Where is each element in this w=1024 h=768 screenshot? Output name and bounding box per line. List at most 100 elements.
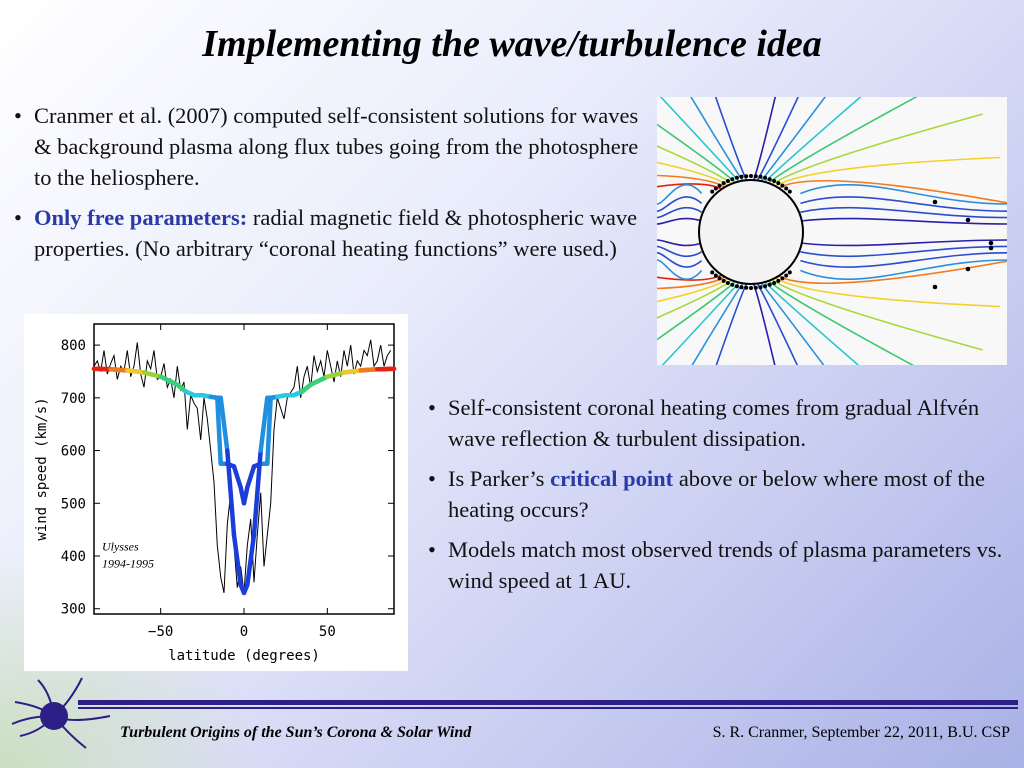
field-line xyxy=(657,185,702,204)
footer-title: Turbulent Origins of the Sun’s Corona & … xyxy=(120,724,471,742)
footpoint-dot xyxy=(749,174,753,178)
critical-point-dot xyxy=(989,246,994,251)
footer-rule xyxy=(78,707,1018,709)
footpoint-dot xyxy=(754,174,758,178)
critical-point-dot xyxy=(989,241,994,246)
x-tick-label: 50 xyxy=(319,624,336,640)
critical-point-dot xyxy=(966,218,971,223)
field-line xyxy=(657,97,735,182)
footpoint-dot xyxy=(718,184,722,188)
footpoint-dot xyxy=(759,285,763,289)
x-tick-label: 0 xyxy=(240,624,248,640)
field-line xyxy=(800,246,1007,256)
bullet-highlight: Only free parameters: xyxy=(34,205,247,230)
x-axis-label: latitude (degrees) xyxy=(168,648,320,664)
wind-speed-chart: 300 400 500 600 700 800 −50 0 50 latitude (degree… xyxy=(24,314,408,671)
footpoint-dot xyxy=(730,283,734,287)
field-line xyxy=(657,283,739,365)
model-line-segment xyxy=(247,466,254,487)
footpoint-dot xyxy=(722,181,726,185)
model-line-segment xyxy=(234,466,241,487)
wind-speed-chart-panel: 300 400 500 600 700 800 −50 0 50 latitude (degree… xyxy=(24,314,408,671)
model-line-segment xyxy=(111,369,128,370)
footpoint-dot xyxy=(768,177,772,181)
footpoint-dot xyxy=(780,276,784,280)
footpoint-dot xyxy=(735,284,739,288)
footpoint-dot xyxy=(714,187,718,191)
bullet-text: Cranmer et al. (2007) computed self-cons… xyxy=(34,103,638,190)
field-line xyxy=(769,281,958,365)
footpoint-dot xyxy=(722,279,726,283)
model-line-segment xyxy=(311,377,328,385)
y-tick-label: 300 xyxy=(61,602,86,618)
field-line xyxy=(800,219,1007,224)
field-line xyxy=(657,240,702,245)
field-line xyxy=(800,253,1007,267)
y-axis-label: wind speed (km/s) xyxy=(34,397,50,540)
footpoint-dot xyxy=(710,190,714,194)
bullet-text: Models match most observed trends of pla… xyxy=(448,537,1002,593)
footpoint-dot xyxy=(718,276,722,280)
bullet-item: Cranmer et al. (2007) computed self-cons… xyxy=(14,100,654,193)
footpoint-dot xyxy=(726,179,730,183)
field-line xyxy=(800,208,1007,218)
critical-point-dot xyxy=(966,267,971,272)
field-line xyxy=(677,97,747,180)
footpoint-dot xyxy=(784,187,788,191)
y-tick-label: 400 xyxy=(61,549,86,565)
flux-tube-svg xyxy=(657,97,1007,365)
footpoint-dot xyxy=(754,286,758,290)
footpoint-dot xyxy=(780,184,784,188)
model-line-segment xyxy=(377,369,394,370)
footpoint-dot xyxy=(749,286,753,290)
footer-author: S. R. Cranmer, September 22, 2011, B.U. … xyxy=(713,724,1010,742)
slide-title: Implementing the wave/turbulence idea xyxy=(0,22,1024,66)
field-line xyxy=(800,197,1007,211)
bullet-text: Is Parker’s xyxy=(448,466,550,491)
bullet-text: Self-consistent coronal heating comes fr… xyxy=(448,395,979,451)
footpoint-dot xyxy=(740,285,744,289)
footpoint-dot xyxy=(714,274,718,278)
model-line-segment xyxy=(94,369,111,370)
model-line-segment xyxy=(327,373,344,377)
footpoint-dot xyxy=(776,181,780,185)
y-tick-label: 600 xyxy=(61,444,86,460)
footpoint-dot xyxy=(772,179,776,183)
footpoint-dot xyxy=(772,281,776,285)
field-line xyxy=(657,208,702,218)
field-line xyxy=(657,260,702,279)
top-bullet-list: Cranmer et al. (2007) computed self-cons… xyxy=(14,100,654,273)
y-tick-label: 700 xyxy=(61,391,86,407)
ulysses-data-line xyxy=(94,340,391,593)
model-line-segment xyxy=(344,370,361,372)
annotation: 1994-1995 xyxy=(102,557,154,571)
footer-rule xyxy=(78,700,1018,705)
footpoint-dot xyxy=(759,175,763,179)
y-tick-label: 800 xyxy=(61,338,86,354)
critical-point-dot xyxy=(933,285,938,290)
footpoint-dot xyxy=(776,279,780,283)
model-line-segment xyxy=(244,488,247,504)
model-line-segment xyxy=(127,370,144,372)
right-bullet-list: Self-consistent coronal heating comes fr… xyxy=(428,392,1013,605)
footpoint-dot xyxy=(763,176,767,180)
model-line-segment xyxy=(144,373,161,377)
field-line xyxy=(657,219,702,224)
bullet-item: Is Parker’s critical point above or belo… xyxy=(428,463,1013,525)
field-line xyxy=(800,240,1007,245)
x-tick-label: −50 xyxy=(148,624,173,640)
footpoint-dot xyxy=(788,190,792,194)
footpoint-dot xyxy=(740,175,744,179)
field-line xyxy=(769,97,958,183)
footpoint-dot xyxy=(744,286,748,290)
footpoint-dot xyxy=(730,177,734,181)
footpoint-dot xyxy=(768,283,772,287)
field-line xyxy=(761,283,889,365)
y-tick-label: 500 xyxy=(61,496,86,512)
footpoint-dot xyxy=(726,281,730,285)
footpoint-dot xyxy=(788,270,792,274)
field-line xyxy=(657,282,735,365)
annotation: Ulysses xyxy=(102,540,139,554)
bullet-item: Self-consistent coronal heating comes fr… xyxy=(428,392,1013,454)
field-line xyxy=(677,284,747,365)
